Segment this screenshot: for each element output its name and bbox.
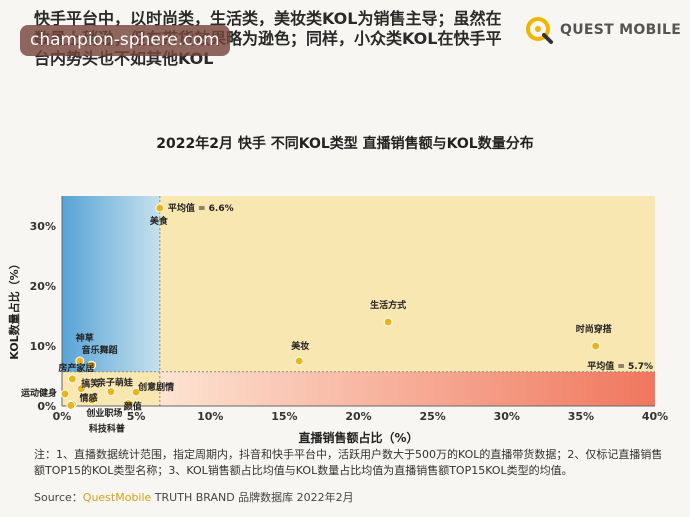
y-tick-label: 30% [30,220,56,233]
data-point-label: 美妆 [291,340,309,352]
quadrant-background [62,196,655,406]
x-tick-label: 30% [494,410,520,423]
data-point [383,317,393,327]
x-axis-title: 直播销售额占比（%） [298,430,418,445]
data-point-label: 时尚穿搭 [576,323,612,335]
data-point-label: 运动健身 [21,387,57,399]
y-axis-title: KOL数量占比（%） [7,258,21,359]
data-point [67,374,77,384]
data-point-label: 情感 [79,392,98,404]
avg-y-label: 平均值 = 5.7% [587,360,653,372]
footnote: 注：1、直播数据统计范围，指定周期内，抖音和快手平台中，活跃用户数大于500万的… [34,448,663,477]
data-point-label: 音乐舞蹈 [82,344,118,356]
data-point [76,384,86,394]
x-tick-label: 20% [345,410,371,423]
quadrant-low-count-high-sales [159,371,655,406]
data-point-label: 亲子萌娃 [97,377,133,389]
data-point-label: 科技科普 [89,422,125,434]
logo-text: QUEST MOBILE [560,22,682,38]
x-tick-label: 35% [568,410,594,423]
y-tick-label: 20% [30,280,56,293]
source-brand: QuestMobile [82,491,152,504]
data-point [87,360,97,370]
data-point-label: 搞笑 [81,378,99,390]
data-point [66,400,76,410]
x-tick-label: 10% [197,410,223,423]
source-prefix: Source： [34,491,83,504]
data-point [87,395,97,405]
quadrant-high-count-low-sales [62,196,160,372]
x-tick-label: 25% [419,410,445,423]
data-point [106,387,116,397]
watermark: champion-sphere.com [20,25,230,56]
source-line: Source：QuestMobile TRUTH BRAND 品牌数据库 202… [34,489,354,505]
data-point [60,389,70,399]
data-point-label: 生活方式 [370,299,406,311]
questmobile-q-icon [526,17,553,44]
avg-x-label: 平均值 = 6.6% [168,202,234,214]
source-rest: TRUTH BRAND 品牌数据库 2022年2月 [151,491,354,504]
data-point-label: 神草 [76,332,94,344]
y-tick-label: 10% [30,340,56,353]
data-point [155,203,165,213]
data-point-label: 创意剧情 [137,381,174,393]
data-point [124,399,134,409]
data-point [75,356,85,366]
data-point-label: 美食 [150,215,169,227]
x-tick-label: 40% [642,410,668,423]
chart-title: 2022年2月 快手 不同KOL类型 直播销售额与KOL数量分布 [156,136,534,152]
data-point [591,341,601,351]
x-tick-label: 5% [127,410,146,423]
data-point-label: 创业职场 [85,407,122,419]
data-point-label: 颜值 [124,401,142,413]
data-point [131,387,141,397]
x-tick-label: 0% [53,410,72,423]
data-point-label: 房产家居 [58,362,94,374]
logo: QUEST MOBILE [524,14,681,46]
y-tick-label: 0% [37,400,56,413]
data-point [294,356,304,366]
x-tick-label: 15% [271,410,297,423]
